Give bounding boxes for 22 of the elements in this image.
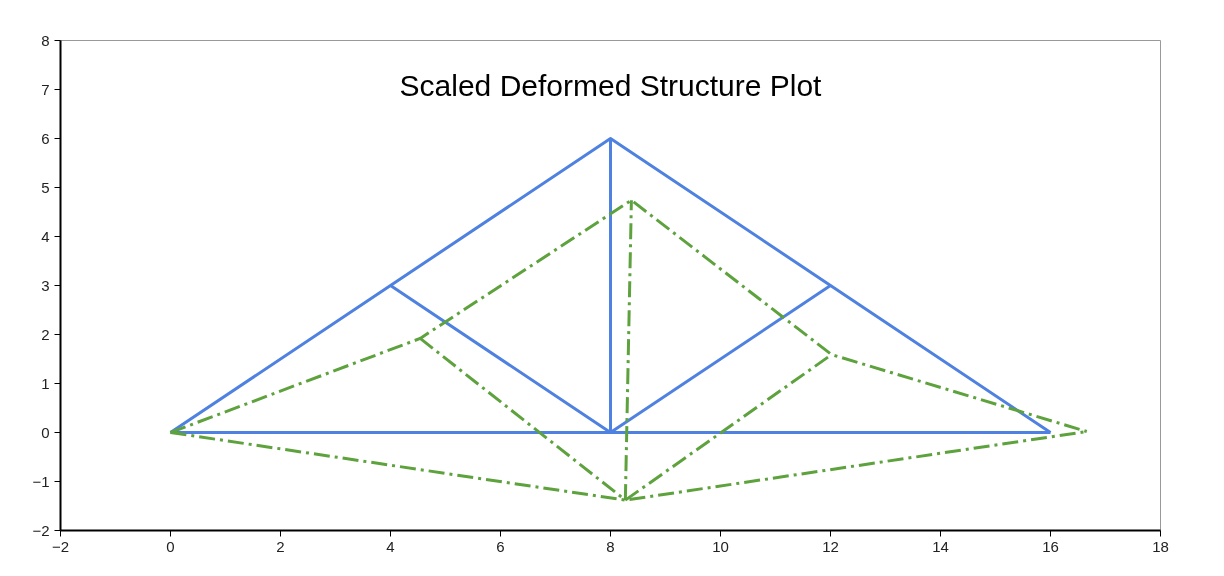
x-tick-label: 2 [276,537,285,555]
x-tick-label: 0 [166,537,175,555]
y-tick-label: −1 [32,472,50,490]
y-tick-label: 7 [41,80,50,98]
x-tick-label: 16 [1042,537,1059,555]
x-tick-label: 6 [496,537,505,555]
y-tick-label: −2 [32,521,50,539]
y-tick-label: 3 [41,276,50,294]
x-tick-label: 12 [822,537,839,555]
x-tick-label: 10 [712,537,729,555]
y-tick-label: 8 [41,31,50,49]
text: Scaled Deformed Structure Plot [399,68,823,102]
x-tick-label: 8 [606,537,615,555]
y-tick-label: 2 [41,325,50,343]
x-tick-label: 4 [386,537,395,555]
y-tick-label: 4 [41,227,50,245]
y-tick-label: 1 [41,374,50,392]
y-tick-label: 0 [41,423,50,441]
x-tick-label: 18 [1152,537,1169,555]
y-tick-label: 6 [41,129,50,147]
x-tick-label: 14 [932,537,949,555]
y-tick-label: 5 [41,178,50,196]
